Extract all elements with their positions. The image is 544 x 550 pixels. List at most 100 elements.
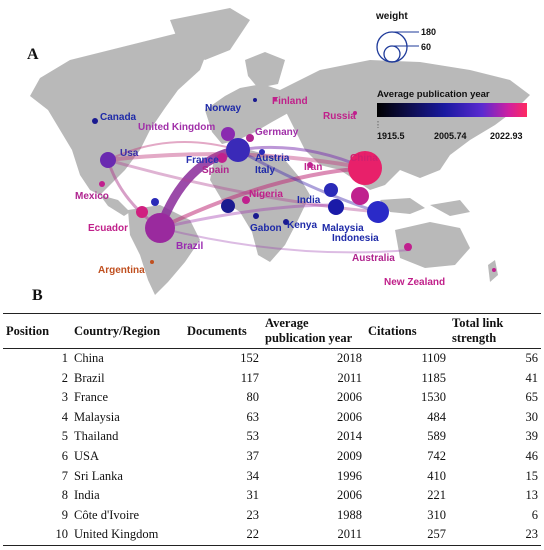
table-cell: Thailand [74, 429, 119, 444]
table-cell: 31 [246, 488, 260, 503]
country-labels: Canada Norway Finland Russia United King… [75, 96, 445, 288]
table-cell: China [74, 351, 104, 365]
table-body: 1 China 152 2018 1109 56 2 Brazil 117 2011 1185 41 3… [3, 349, 541, 546]
node-new-zealand [492, 268, 496, 272]
landmass-africa [210, 150, 310, 262]
table-cell: 15 [525, 468, 539, 483]
node-colombia [151, 198, 159, 206]
header-citations: Citations [368, 323, 417, 338]
link-brazil-india [158, 203, 337, 230]
label-canada: Canada [100, 112, 137, 123]
table-row: 2 Brazil 117 2011 1185 41 [3, 369, 541, 389]
table-cell: 117 [240, 370, 259, 385]
table-cell: 53 [246, 429, 260, 444]
label-ecuador: Ecuador [88, 223, 128, 234]
table-cell: 2011 [337, 370, 362, 385]
label-france: France [186, 155, 219, 166]
table-cell: 589 [427, 429, 446, 444]
label-gabon: Gabon [250, 223, 282, 234]
label-mexico: Mexico [75, 191, 109, 202]
legend-year-tick-max: 2022.93 [490, 131, 523, 141]
label-austria: Austria [255, 153, 290, 164]
table-cell: India [74, 488, 100, 503]
legend-weight-circle-small [383, 45, 401, 63]
table-cell: 65 [525, 390, 539, 405]
table-cell: 2014 [337, 429, 362, 444]
table-row: 6 USA 37 2009 742 46 [3, 447, 541, 467]
table-cell: 2 [61, 370, 68, 385]
table-cell: 152 [240, 351, 259, 365]
landmass-new-guinea [430, 200, 470, 216]
table-cell: 1988 [337, 507, 362, 522]
node-finland [273, 97, 277, 101]
node-argentina [150, 260, 154, 264]
table-cell: Brazil [74, 370, 105, 385]
label-spain: Spain [202, 165, 229, 176]
label-india: India [297, 195, 321, 206]
table-cell: 257 [427, 527, 446, 542]
label-finland: Finland [272, 96, 308, 107]
country-nodes [92, 97, 496, 272]
node-russia [353, 111, 357, 115]
table-cell: 4 [61, 409, 68, 424]
table-cell: 22 [246, 527, 260, 542]
label-indonesia: Indonesia [332, 233, 379, 244]
landmass-north-america [30, 30, 210, 195]
label-iran: Iran [304, 162, 322, 173]
node-canada [92, 118, 98, 124]
legend-weight-value-large: 180 [421, 27, 436, 37]
table-cell: 6 [61, 448, 68, 463]
table-cell: 37 [246, 448, 260, 463]
label-argentina: Argentina [98, 265, 145, 276]
node-brazil [145, 213, 175, 243]
country-table: Position Country/Region Documents Averag… [3, 313, 541, 546]
table-cell: Côte d'Ivoire [74, 507, 140, 522]
table-row: 9 Côte d'Ivoire 23 1988 310 6 [3, 506, 541, 526]
node-gabon [253, 213, 259, 219]
table-cell: 1996 [337, 468, 362, 483]
header-documents: Documents [187, 323, 247, 338]
node-germany [246, 134, 254, 142]
table-cell: 1530 [421, 390, 446, 405]
table-row: 1 China 152 2018 1109 56 [3, 349, 541, 369]
table-cell: 56 [525, 351, 539, 365]
table-cell: 7 [61, 468, 68, 483]
legend-weight-title: weight [375, 11, 408, 22]
table-header-row: Position Country/Region Documents Averag… [3, 313, 541, 349]
label-russia: Russia [323, 111, 356, 122]
legend-year-gradient [377, 103, 527, 117]
link-usa-malaysia [106, 158, 380, 214]
table-row: 3 France 80 2006 1530 65 [3, 388, 541, 408]
node-iran [307, 162, 313, 168]
label-germany: Germany [255, 127, 299, 138]
node-spain [217, 153, 227, 163]
legend: weight 180 60 Average publication year 1… [375, 11, 527, 141]
label-italy: Italy [255, 165, 275, 176]
continents [30, 8, 530, 295]
table-cell: 63 [246, 409, 260, 424]
label-kenya: Kenya [287, 220, 317, 231]
table-cell: France [74, 390, 109, 405]
node-cote-divoire [221, 199, 235, 213]
label-nigeria: Nigeria [249, 189, 283, 200]
table-cell: 742 [427, 448, 446, 463]
table-cell: 34 [246, 468, 260, 483]
table-cell: 13 [525, 488, 539, 503]
table-cell: 10 [55, 527, 69, 542]
table-row: 5 Thailand 53 2014 589 39 [3, 427, 541, 447]
world-map: Canada Norway Finland Russia United King… [30, 8, 530, 295]
landmass-scandinavia [245, 52, 285, 88]
node-italy [259, 149, 265, 155]
node-australia [404, 243, 412, 251]
table-cell: 8 [61, 488, 68, 503]
table-cell: 5 [61, 429, 68, 444]
landmass-asia [280, 60, 530, 190]
label-malaysia: Malaysia [322, 223, 364, 234]
panel-a-map: Canada Norway Finland Russia United King… [27, 8, 530, 295]
table-cell: 41 [525, 370, 539, 385]
table-cell: 310 [427, 507, 446, 522]
table-cell: 6 [531, 507, 538, 522]
table-cell: 1 [61, 351, 68, 365]
node-norway [253, 98, 257, 102]
table-cell: 23 [246, 507, 260, 522]
